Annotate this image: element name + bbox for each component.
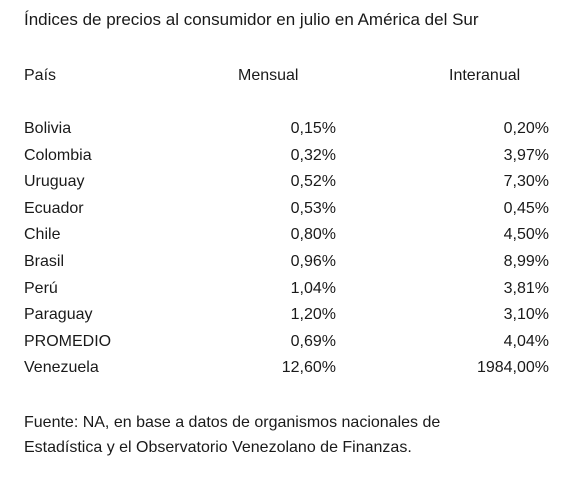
- annual-cell: 0,20%: [503, 120, 549, 137]
- annual-cell: 3,81%: [503, 279, 549, 297]
- annual-cell: 3,97%: [503, 146, 549, 164]
- table-row: Venezuela 12,60% 1984,00%: [0, 358, 571, 385]
- table-row: PROMEDIO 0,69% 4,04%: [0, 332, 571, 359]
- annual-cell: 3,10%: [503, 306, 549, 324]
- table-row: Ecuador 0,53% 0,45%: [0, 199, 571, 226]
- annual-cell: 7,30%: [503, 173, 549, 191]
- country-cell: PROMEDIO: [24, 332, 112, 350]
- country-cell: Colombia: [24, 146, 92, 164]
- country-cell: Venezuela: [24, 359, 99, 377]
- source-note: Fuente: NA, en base a datos de organismo…: [24, 410, 524, 460]
- monthly-cell: 0,52%: [290, 173, 336, 191]
- table-row: Brasil 0,96% 8,99%: [0, 252, 571, 279]
- country-cell: Ecuador: [24, 199, 84, 217]
- annual-cell: 8,99%: [503, 252, 549, 270]
- country-cell: Uruguay: [24, 173, 85, 191]
- country-cell: Chile: [24, 226, 61, 244]
- table-row: Uruguay 0,52% 7,30%: [0, 172, 571, 199]
- annual-cell: 0,45%: [503, 199, 549, 217]
- table-row: Bolivia 0,15% 0,20%: [0, 119, 571, 146]
- annual-cell: 4,04%: [503, 332, 549, 350]
- monthly-cell: 0,96%: [290, 252, 336, 270]
- country-cell: Brasil: [24, 252, 65, 270]
- country-cell: Paraguay: [24, 306, 93, 324]
- monthly-cell: 0,15%: [290, 120, 336, 137]
- annual-cell: 1984,00%: [476, 359, 549, 377]
- table-row: Perú 1,04% 3,81%: [0, 279, 571, 306]
- table-row: Paraguay 1,20% 3,10%: [0, 305, 571, 332]
- column-header-country: País: [24, 67, 57, 84]
- monthly-cell: 0,80%: [290, 226, 336, 244]
- country-cell: Bolivia: [24, 120, 72, 137]
- monthly-cell: 1,20%: [290, 306, 336, 324]
- data-table: Bolivia 0,15% 0,20% Colombia 0,32% 3,97%…: [0, 119, 571, 385]
- annual-cell: 4,50%: [503, 226, 549, 244]
- monthly-cell: 0,53%: [290, 199, 336, 217]
- document-title: Índices de precios al consumidor en juli…: [24, 10, 479, 29]
- table-row: Chile 0,80% 4,50%: [0, 225, 571, 252]
- monthly-cell: 12,60%: [281, 359, 336, 377]
- column-header-monthly: Mensual: [238, 67, 299, 84]
- source-note-line: Fuente: NA, en base a datos de organismo…: [24, 414, 441, 431]
- country-cell: Perú: [24, 279, 58, 297]
- table-row: Colombia 0,32% 3,97%: [0, 146, 571, 173]
- column-header-annual: Interanual: [449, 67, 521, 84]
- monthly-cell: 0,69%: [290, 332, 336, 350]
- source-note-line: Estadística y el Observatorio Venezolano…: [24, 439, 412, 456]
- monthly-cell: 0,32%: [290, 146, 336, 164]
- monthly-cell: 1,04%: [290, 279, 336, 297]
